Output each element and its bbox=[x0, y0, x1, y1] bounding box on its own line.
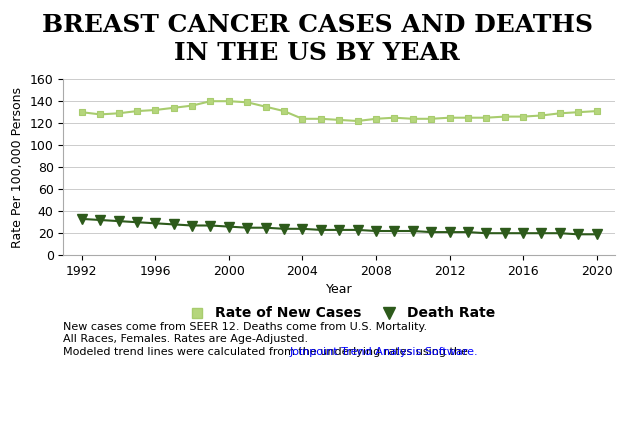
X-axis label: Year: Year bbox=[326, 283, 353, 297]
Text: Joinpoint Trend Analysis Software.: Joinpoint Trend Analysis Software. bbox=[290, 347, 479, 357]
Text: New cases come from SEER 12. Deaths come from U.S. Mortality.: New cases come from SEER 12. Deaths come… bbox=[63, 322, 427, 332]
Text: All Races, Females. Rates are Age-Adjusted.: All Races, Females. Rates are Age-Adjust… bbox=[63, 334, 309, 345]
Legend: Rate of New Cases, Death Rate: Rate of New Cases, Death Rate bbox=[178, 301, 501, 326]
Text: Modeled trend lines were calculated from the underlying rates using the: Modeled trend lines were calculated from… bbox=[63, 347, 472, 357]
Text: BREAST CANCER CASES AND DEATHS
IN THE US BY YEAR: BREAST CANCER CASES AND DEATHS IN THE US… bbox=[41, 13, 593, 65]
Y-axis label: Rate Per 100,000 Persons: Rate Per 100,000 Persons bbox=[11, 87, 24, 248]
